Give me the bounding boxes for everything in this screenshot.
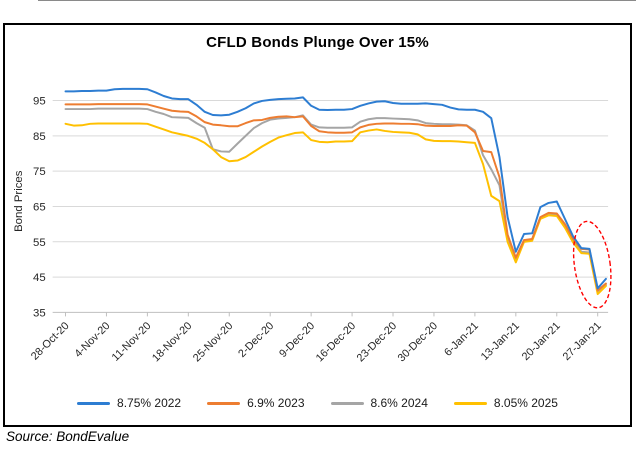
x-axis-tick-label: 27-Jan-21 xyxy=(561,320,604,363)
legend-swatch xyxy=(207,401,241,405)
source-caption: Source: BondEvalue xyxy=(6,429,130,444)
x-axis-tick-label: 16-Dec-20 xyxy=(314,320,358,364)
legend-label: 6.9% 2023 xyxy=(247,396,305,410)
x-axis-tick-label: 30-Dec-20 xyxy=(396,320,440,364)
price-chart-canvas: 35 45 55 65 75 85 95 28-Oct-20 4-Nov-2011-Nov-20… xyxy=(13,87,612,364)
y-axis-tick-label: 65 xyxy=(33,201,46,213)
legend-item: 6.9% 2023 xyxy=(207,396,305,410)
x-axis-tick-label: 4-Nov-20 xyxy=(72,320,112,360)
x-axis-tick-label: 20-Jan-21 xyxy=(520,320,563,363)
legend-label: 8.6% 2024 xyxy=(370,396,428,410)
legend-item: 8.6% 2024 xyxy=(330,396,428,410)
chart-title: CFLD Bonds Plunge Over 15% xyxy=(206,34,429,51)
y-axis-tick-label: 85 xyxy=(33,131,46,143)
x-axis-tick-label: 25-Nov-20 xyxy=(191,320,235,364)
annotation-ellipse xyxy=(572,220,612,309)
page-top-rule xyxy=(38,0,636,1)
x-axis-tick-label: 13-Jan-21 xyxy=(479,320,522,363)
x-axis-tick-label: 2-Dec-20 xyxy=(236,320,276,360)
series-line-1 xyxy=(64,87,607,290)
legend-swatch xyxy=(453,401,487,405)
x-axis-tick-label: 18-Nov-20 xyxy=(150,320,194,364)
y-axis-tick-label: 95 xyxy=(33,96,46,108)
legend-item: 8.75% 2022 xyxy=(77,396,181,410)
x-axis-tick-label: 23-Dec-20 xyxy=(355,320,399,364)
legend-label: 8.75% 2022 xyxy=(117,396,182,410)
legend-label: 8.05% 2025 xyxy=(493,396,558,410)
y-axis-title: Bond Prices xyxy=(13,170,25,232)
series-line-2 xyxy=(64,103,607,292)
chart-legend: 8.75% 2022 6.9% 2023 8.6% 2024 8.05% 2025 xyxy=(5,396,630,410)
legend-swatch xyxy=(77,401,111,405)
y-axis-tick-label: 55 xyxy=(33,237,46,249)
x-axis-tick-label: 28-Oct-20 xyxy=(29,320,72,363)
series-line-4 xyxy=(64,122,607,296)
legend-swatch xyxy=(330,401,364,405)
x-axis-tick-label: 6-Jan-21 xyxy=(442,320,481,359)
y-axis-tick-label: 35 xyxy=(33,307,46,319)
x-axis-tick-label: 11-Nov-20 xyxy=(110,320,154,364)
chart-frame: CFLD Bonds Plunge Over 15% 35 45 55 65 75 85 9… xyxy=(3,23,632,427)
series-line-3 xyxy=(64,107,607,293)
y-axis-tick-label: 45 xyxy=(33,272,46,284)
x-axis-tick-label: 9-Dec-20 xyxy=(277,320,317,360)
y-axis-tick-label: 75 xyxy=(33,166,46,178)
legend-item: 8.05% 2025 xyxy=(453,396,558,410)
